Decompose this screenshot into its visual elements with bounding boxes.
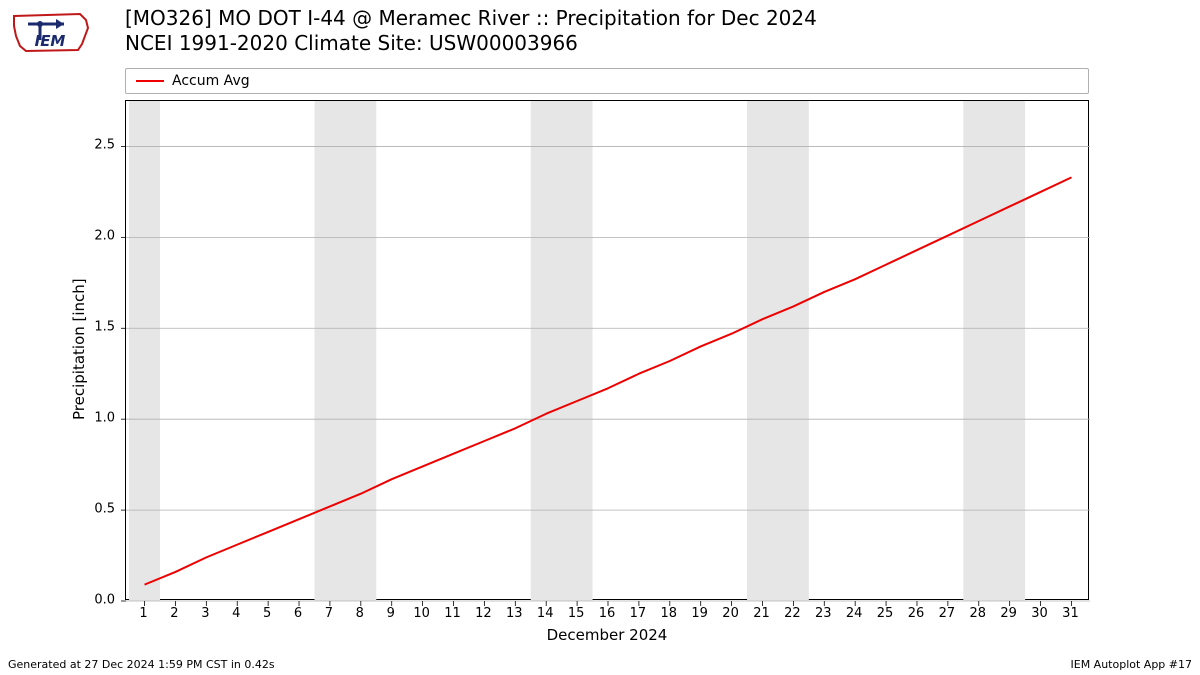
x-tick-label: 9: [387, 606, 395, 621]
x-tick-label: 25: [877, 606, 894, 621]
x-tick-label: 8: [356, 606, 364, 621]
x-tick-label: 22: [784, 606, 801, 621]
chart-legend: Accum Avg: [125, 68, 1089, 94]
y-tick-label: 0.0: [94, 593, 115, 608]
x-tick-label: 7: [325, 606, 333, 621]
x-tick-label: 13: [506, 606, 523, 621]
y-tick-label: 1.0: [94, 411, 115, 426]
x-tick-label: 19: [691, 606, 708, 621]
x-tick-label: 4: [232, 606, 240, 621]
title-line-2: NCEI 1991-2020 Climate Site: USW00003966: [125, 31, 817, 56]
x-tick-label: 1: [139, 606, 147, 621]
x-tick-label: 16: [599, 606, 616, 621]
svg-text:IEM: IEM: [35, 32, 66, 50]
x-axis-label: December 2024: [125, 626, 1089, 644]
x-tick-label: 6: [294, 606, 302, 621]
x-tick-label: 11: [444, 606, 461, 621]
x-tick-label: 2: [170, 606, 178, 621]
x-tick-label: 14: [537, 606, 554, 621]
y-tick-label: 2.0: [94, 229, 115, 244]
y-tick-label: 1.5: [94, 320, 115, 335]
chart-plot-area: [125, 100, 1089, 600]
x-tick-label: 20: [722, 606, 739, 621]
x-tick-label: 15: [568, 606, 585, 621]
x-tick-label: 5: [263, 606, 271, 621]
y-tick-label: 0.5: [94, 502, 115, 517]
x-tick-label: 17: [630, 606, 647, 621]
legend-swatch: [136, 80, 164, 82]
x-tick-label: 12: [475, 606, 492, 621]
x-tick-label: 3: [201, 606, 209, 621]
x-tick-label: 29: [1000, 606, 1017, 621]
y-tick-label: 2.5: [94, 138, 115, 153]
x-tick-label: 21: [753, 606, 770, 621]
x-tick-label: 31: [1062, 606, 1079, 621]
chart-svg: [126, 101, 1090, 601]
x-tick-label: 23: [815, 606, 832, 621]
x-tick-label: 18: [661, 606, 678, 621]
x-tick-label: 27: [939, 606, 956, 621]
x-tick-label: 24: [846, 606, 863, 621]
x-tick-label: 26: [908, 606, 925, 621]
x-tick-label: 10: [413, 606, 430, 621]
chart-title: [MO326] MO DOT I-44 @ Meramec River :: P…: [125, 6, 817, 56]
legend-label: Accum Avg: [172, 73, 250, 89]
y-axis-label: Precipitation [inch]: [70, 278, 88, 420]
footer-generated-text: Generated at 27 Dec 2024 1:59 PM CST in …: [8, 658, 275, 671]
footer-app-text: IEM Autoplot App #17: [1071, 658, 1193, 671]
title-line-1: [MO326] MO DOT I-44 @ Meramec River :: P…: [125, 6, 817, 31]
x-tick-label: 28: [969, 606, 986, 621]
iem-logo: IEM: [8, 6, 98, 56]
x-tick-label: 30: [1031, 606, 1048, 621]
